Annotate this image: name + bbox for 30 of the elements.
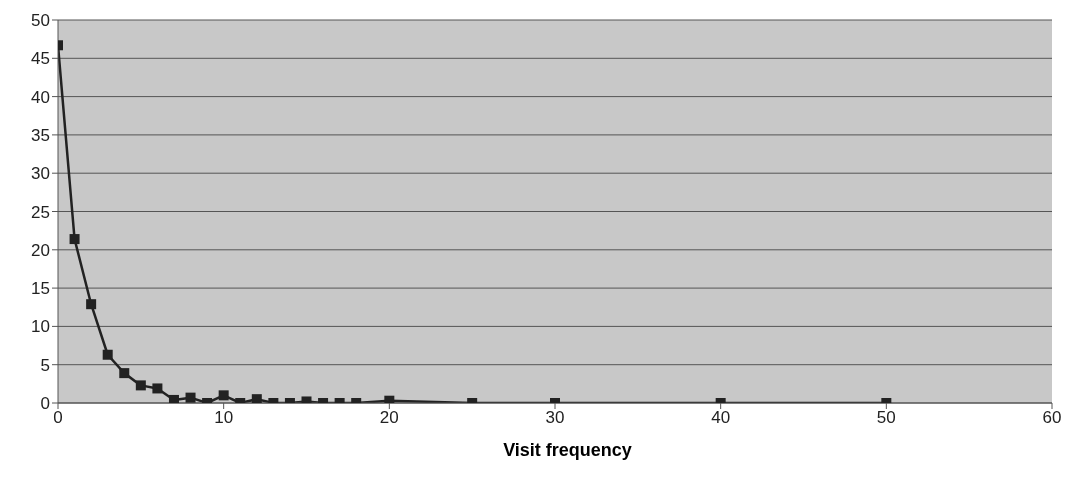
point (102, 349, 113, 360)
x-tick-label: 10 (214, 408, 234, 428)
point (69, 234, 80, 245)
x-tick-label: 40 (711, 408, 731, 428)
y-tick-label: 40 (31, 87, 50, 107)
y-tick-label: 25 (31, 202, 50, 222)
y-tick-label: 30 (31, 164, 50, 184)
point (384, 395, 395, 403)
y-tick-label: 0 (40, 394, 50, 414)
y-tick-label: 35 (31, 125, 50, 145)
x-tick-label: 50 (876, 408, 896, 428)
x-tick-label: 0 (53, 408, 63, 428)
point (185, 392, 196, 403)
y-tick-label: 20 (31, 240, 50, 260)
point (218, 390, 229, 401)
point (119, 368, 130, 379)
x-tick-label: 30 (545, 408, 565, 428)
x-tick-label: 60 (1042, 408, 1062, 428)
y-tick-label: 15 (31, 279, 50, 299)
point (86, 299, 97, 310)
point (168, 394, 179, 403)
y-tick-label: 10 (31, 317, 50, 337)
y-tick-label: 5 (40, 355, 50, 375)
point (152, 383, 163, 394)
y-tick-label: 50 (31, 11, 50, 31)
x-axis-title: Visit frequency (502, 440, 633, 461)
x-tick-label: 20 (379, 408, 399, 428)
point (135, 380, 146, 391)
point (251, 394, 262, 403)
y-tick-label: 45 (31, 49, 50, 69)
